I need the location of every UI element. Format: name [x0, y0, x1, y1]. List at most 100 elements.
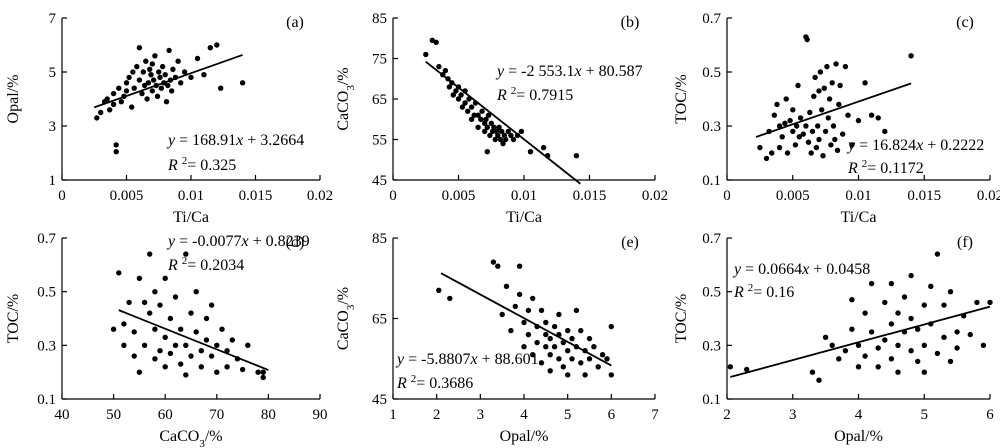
data-point	[121, 342, 127, 348]
data-point	[586, 356, 593, 362]
data-point	[875, 115, 881, 121]
data-point	[500, 140, 506, 147]
data-point	[154, 93, 161, 100]
x-tick-label: 4	[855, 407, 863, 423]
panel-f: 2 3 4 5 6 0.1 0.3 0.5 0.7 Opal/% TOC/% (f) y = 0.066…	[673, 231, 994, 445]
data-point	[149, 61, 155, 67]
y-axis-title: TOC/%	[5, 294, 22, 343]
data-point	[208, 302, 215, 308]
data-point	[152, 326, 158, 332]
data-point	[130, 69, 136, 75]
y-tick-label: 0.3	[702, 119, 721, 135]
y-axis-title: Opal/%	[5, 75, 22, 124]
y-tick-label: 0.3	[37, 338, 56, 354]
y-tick-label: 0.5	[702, 65, 721, 81]
data-point	[505, 128, 511, 135]
data-point	[941, 302, 947, 308]
data-point	[479, 108, 485, 114]
data-point	[203, 315, 210, 322]
x-tick-label: 4	[520, 407, 528, 423]
data-point	[769, 150, 775, 156]
data-point	[126, 74, 132, 81]
regression-equation: y = 0.0664x + 0.0458	[732, 261, 870, 278]
data-point	[201, 72, 207, 78]
data-point	[144, 96, 150, 102]
data-point	[547, 335, 553, 342]
data-point	[116, 85, 122, 91]
data-point	[816, 136, 822, 143]
data-point	[543, 319, 549, 326]
data-point	[156, 69, 162, 75]
x-tick-label: 0	[723, 188, 731, 204]
data-point	[198, 348, 204, 354]
data-point	[478, 116, 484, 123]
data-point	[849, 297, 855, 303]
data-point	[547, 352, 553, 358]
data-point	[172, 294, 179, 300]
data-point	[110, 101, 117, 108]
data-point	[141, 299, 148, 306]
data-point	[131, 329, 137, 335]
data-point	[560, 364, 566, 370]
data-point	[214, 342, 220, 348]
data-point	[495, 132, 501, 139]
data-point	[510, 136, 517, 143]
data-point	[908, 272, 914, 279]
x-tick-label: 0.015	[907, 188, 941, 204]
y-tick-label: 65	[372, 92, 387, 108]
data-point	[194, 55, 201, 62]
data-point	[804, 36, 810, 43]
data-point	[779, 134, 785, 140]
data-point	[934, 350, 941, 357]
data-point	[193, 329, 199, 335]
data-point	[757, 144, 763, 151]
data-point	[582, 372, 588, 378]
data-point	[868, 280, 875, 287]
data-point	[565, 372, 571, 378]
r-squared-label: R 2= 0.7915	[496, 85, 573, 104]
regression-line	[425, 61, 581, 185]
data-point	[888, 321, 895, 327]
y-tick-label: 0.1	[702, 173, 721, 189]
data-point	[157, 74, 163, 81]
data-point	[849, 326, 855, 332]
data-point	[188, 310, 194, 316]
data-point	[521, 344, 527, 350]
data-point	[123, 88, 130, 94]
data-point	[573, 307, 580, 314]
data-point	[203, 337, 210, 343]
regression-equation: y = -0.0077x + 0.8239	[166, 233, 310, 250]
data-point	[530, 295, 536, 302]
data-point	[530, 352, 536, 358]
r-squared-label: R 2= 0.2034	[167, 255, 244, 274]
y-tick-label: 3	[49, 119, 57, 135]
data-point	[547, 368, 553, 374]
data-point	[538, 307, 545, 314]
data-point	[162, 72, 168, 78]
data-point	[178, 361, 184, 367]
data-point	[159, 63, 166, 70]
data-point	[485, 112, 492, 118]
data-point	[599, 352, 606, 358]
data-point	[824, 63, 830, 70]
data-point	[888, 356, 895, 362]
data-point	[113, 142, 119, 148]
data-point	[468, 116, 475, 123]
data-point	[967, 331, 973, 338]
data-point	[260, 374, 266, 381]
data-point	[845, 112, 851, 118]
data-point	[255, 369, 261, 375]
data-point	[908, 348, 914, 354]
data-point	[556, 311, 562, 318]
data-point	[508, 132, 514, 139]
data-point	[126, 299, 132, 306]
regression-line	[93, 54, 243, 109]
data-point	[136, 77, 143, 83]
data-point	[136, 275, 143, 281]
data-point	[908, 315, 914, 322]
y-tick-label: 1	[49, 173, 57, 189]
data-point	[110, 90, 117, 97]
data-point	[218, 85, 224, 91]
x-tick-label: 0.01	[511, 188, 537, 204]
